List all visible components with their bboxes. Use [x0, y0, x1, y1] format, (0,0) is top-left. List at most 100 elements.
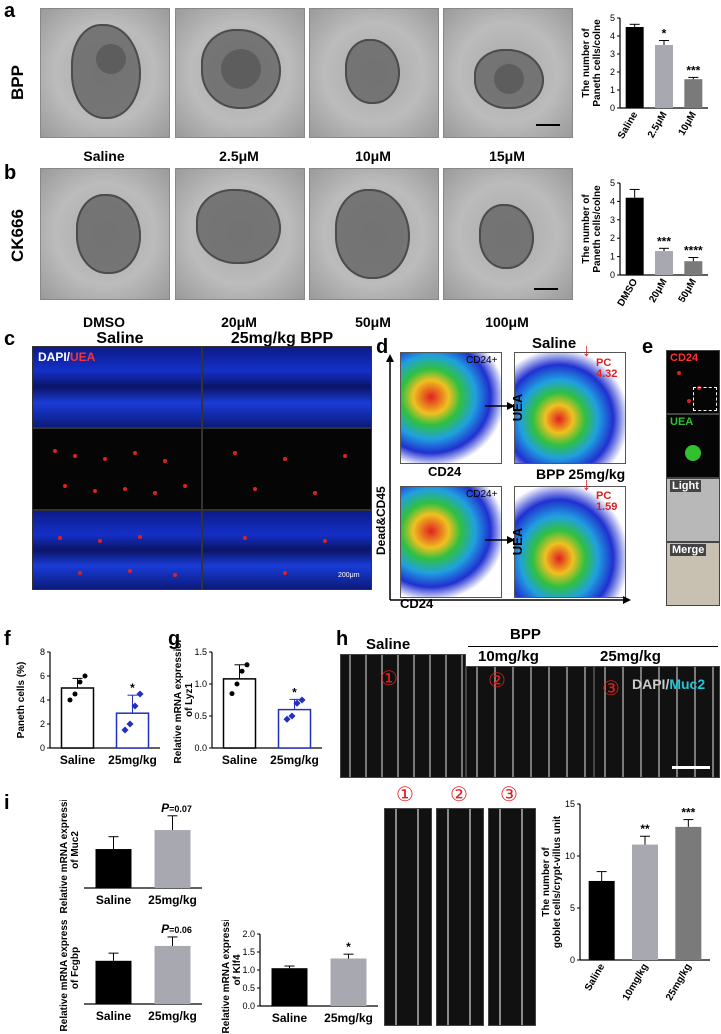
img-e-uea — [666, 414, 720, 478]
category-label: 10mg/kg — [621, 962, 651, 1003]
fluor-c-saline-merge — [32, 510, 202, 590]
fluor-c-saline-uea — [32, 428, 202, 510]
y-tick-label: 2.0 — [242, 929, 255, 939]
panel-letter-d: d — [376, 336, 389, 358]
category-label: DMSO — [616, 277, 641, 309]
y-tick-label: 0.0 — [194, 743, 207, 753]
data-point — [234, 681, 240, 687]
panel-letter-h: h — [336, 628, 349, 650]
data-point — [136, 690, 144, 698]
micrograph-b2 — [175, 168, 305, 300]
p-value-label: P=0.06 — [161, 922, 192, 936]
h-header-bpp: BPP — [510, 626, 541, 643]
category-label: Saline — [96, 1009, 132, 1023]
micrograph-b4 — [443, 168, 573, 300]
y-tick-label: 1.5 — [194, 647, 207, 657]
y-tick-label: 1.5 — [242, 947, 255, 957]
bar — [655, 45, 673, 108]
col-label-bpp-c: 25mg/kg BPP — [230, 330, 334, 347]
caption-a4: 15μM — [489, 148, 525, 164]
data-point — [121, 726, 129, 734]
bar — [154, 830, 191, 888]
bar — [154, 945, 191, 1004]
significance-label: * — [346, 940, 351, 954]
fluor-c-bpp-dapi — [202, 346, 372, 428]
micrograph-b1 — [40, 168, 170, 300]
data-point — [283, 715, 291, 723]
circle-3-bottom: ③ — [500, 784, 518, 806]
y-tick-label: 0 — [610, 103, 615, 113]
fluor-c-bpp-uea — [202, 428, 372, 510]
panel-letter-a: a — [4, 0, 16, 22]
y-tick-label: 0.0 — [242, 1001, 255, 1011]
h-col-saline: Saline — [366, 636, 411, 653]
y-tick-label: 6 — [40, 671, 45, 681]
significance-label: * — [292, 685, 297, 699]
y-tick-label: 4 — [40, 695, 45, 705]
bar — [655, 251, 673, 275]
category-label: 20μM — [647, 277, 669, 305]
chart-i-fcgbp: Relative mRNA expressionof Fcgbp Saline P=… — [59, 920, 202, 1031]
bar — [60, 687, 95, 749]
bar — [625, 197, 644, 275]
y-tick-label: 1.0 — [242, 965, 255, 975]
y-tick-label: 0 — [40, 743, 45, 753]
e-label-merge: Merge — [670, 544, 707, 556]
category-label: Saline — [96, 893, 132, 907]
arrow-down-icon: ↓ — [582, 474, 591, 494]
y-axis-label: The number ofgoblet cells/crypt-villus u… — [541, 815, 563, 948]
category-label: 25mg/kg — [664, 962, 694, 1003]
pc-label-top: PC 4.32 — [596, 357, 618, 380]
panel-letter-c: c — [4, 328, 16, 350]
caption-b2: 20μM — [221, 314, 257, 330]
bar — [222, 678, 257, 749]
bar — [675, 826, 702, 960]
stain-label-c: DAPI/UEA — [38, 350, 96, 364]
bar — [632, 844, 658, 960]
flow-plot-1 — [400, 352, 502, 464]
panel-letter-i: i — [4, 792, 10, 814]
category-label: 25mg/kg — [324, 1011, 373, 1025]
y-axis-label: Relative mRNA expressionof Muc2 — [59, 800, 81, 913]
scale-label-c: 200μm — [338, 572, 360, 579]
y-axis-label: Relative mRNA expressionof Klf4 — [221, 920, 243, 1033]
data-point — [82, 673, 88, 679]
y-tick-label: 5 — [610, 13, 615, 23]
img-e-cd24 — [666, 350, 720, 414]
significance-label: **** — [684, 244, 703, 258]
col-label-saline-c: Saline — [96, 330, 144, 347]
img-h-zoom-3 — [488, 808, 536, 1026]
y-tick-label: 1.0 — [194, 679, 207, 689]
category-label: 50μM — [677, 277, 699, 305]
y-tick-label: 2 — [610, 233, 615, 243]
y-tick-label: 0 — [570, 955, 575, 965]
category-label: 25mg/kg — [148, 1009, 197, 1023]
y-tick-label: 2 — [40, 719, 45, 729]
category-label: 2.5μM — [646, 110, 670, 140]
data-point — [229, 691, 235, 697]
y-tick-label: 4 — [610, 196, 615, 206]
cd24-axis-label-top: CD24 — [428, 464, 462, 479]
category-label: 10μM — [677, 110, 699, 138]
significance-label: *** — [681, 806, 695, 820]
y-tick-label: 8 — [40, 647, 45, 657]
h-col-25: 25mg/kg — [600, 648, 661, 665]
panel-letter-f: f — [4, 628, 11, 650]
circle-2-top: ② — [488, 670, 506, 692]
bar — [95, 960, 132, 1004]
chart-f: 0 2 4 6 8 Paneth cells (%) Saline * 25mg/kg — [16, 647, 160, 767]
panel-letter-e: e — [642, 336, 654, 358]
h-header-line — [468, 646, 718, 647]
gate-label-top: CD24+ — [466, 355, 498, 366]
data-point — [67, 697, 73, 703]
significance-label: *** — [657, 234, 671, 248]
flow-plot-3 — [400, 486, 502, 598]
img-h-zoom-2 — [436, 808, 484, 1026]
pc-label-bottom: PC 1.59 — [596, 490, 618, 513]
h-col-10: 10mg/kg — [478, 648, 539, 665]
flow-plot-2 — [514, 352, 626, 464]
y-axis-label: Relative mRNA expressionof Fcgbp — [59, 920, 81, 1031]
category-label: 25mg/kg — [108, 753, 157, 767]
